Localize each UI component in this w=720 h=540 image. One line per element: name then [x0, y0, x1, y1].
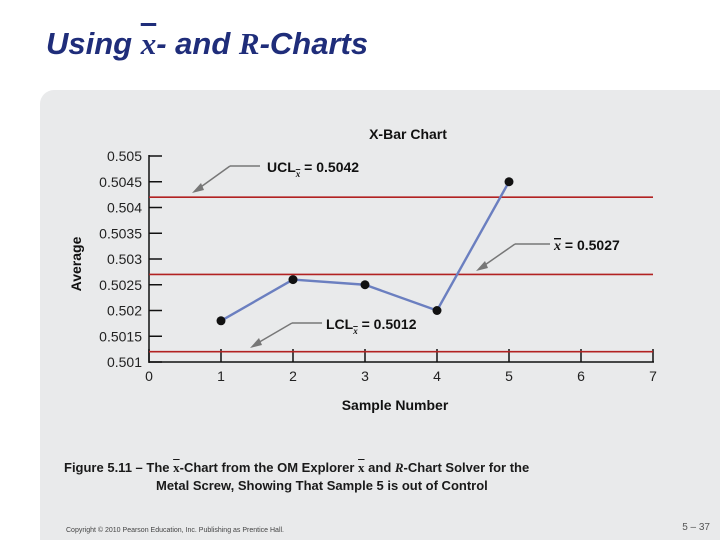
figure-caption: Figure 5.11 – The x-Chart from the OM Ex…	[64, 459, 684, 494]
title-mid: - and	[156, 26, 239, 61]
lcl-arrowhead	[250, 338, 262, 348]
caption-line-2: Metal Screw, Showing That Sample 5 is ou…	[156, 477, 488, 493]
title-prefix: Using	[46, 26, 141, 61]
y-tick-label: 0.5045	[99, 174, 142, 190]
data-point	[432, 306, 442, 315]
center-arrowhead	[476, 261, 488, 271]
y-tick-label: 0.5025	[99, 277, 142, 293]
y-tick-label: 0.505	[107, 148, 142, 164]
x-tick-label: 6	[577, 368, 585, 384]
x-axis: 0 1 2 3 4 5 6 7	[145, 349, 657, 384]
caption-x-bar-symbol-2: x	[358, 460, 365, 475]
y-tick-label: 0.5035	[99, 225, 142, 241]
caption-text-a: Figure 5.11 – The	[64, 460, 174, 475]
data-point	[216, 316, 226, 326]
caption-r-symbol: R	[394, 460, 404, 475]
y-tick-label: 0.503	[107, 251, 142, 267]
y-tick-label: 0.5015	[99, 328, 142, 344]
control-lines	[149, 196, 653, 353]
caption-text-c: and	[364, 460, 395, 475]
x-tick-label: 4	[433, 368, 441, 384]
center-label-value: = 0.5027	[561, 237, 620, 253]
y-axis-label: Average	[68, 236, 84, 291]
slide-title: Using x- and R-Charts	[46, 26, 368, 62]
page-number: 5 – 37	[682, 522, 710, 533]
ucl-arrowhead	[192, 183, 204, 193]
lcl-label: LCLx = 0.5012	[326, 316, 417, 336]
x-tick-label: 0	[145, 368, 153, 384]
x-tick-label: 3	[361, 368, 369, 384]
lcl-annotation: LCLx = 0.5012	[250, 316, 417, 348]
ucl-label-text: UCL	[267, 159, 296, 175]
x-tick-label: 7	[649, 368, 657, 384]
caption-line-1: Figure 5.11 – The x-Chart from the OM Ex…	[64, 459, 684, 477]
x-tick-label: 1	[217, 368, 225, 384]
center-arrow-line-2	[481, 243, 516, 268]
ucl-label-value: = 0.5042	[300, 159, 359, 175]
ucl-annotation: UCLx = 0.5042	[192, 159, 359, 193]
data-point	[360, 280, 370, 290]
lcl-label-sub: x	[352, 326, 358, 336]
center-annotation: x = 0.5027	[476, 237, 620, 271]
x-tick-label: 2	[289, 368, 297, 384]
series-line	[220, 181, 511, 322]
y-tick-label: 0.502	[107, 303, 142, 319]
x-axis-label: Sample Number	[342, 397, 449, 413]
y-axis: 0.505 0.5045 0.504 0.5035 0.503 0.5025 0.502 0.…	[99, 148, 162, 370]
title-r-symbol: R	[238, 26, 260, 61]
ucl-label-sub: x	[295, 169, 301, 179]
lcl-arrow-line-2	[255, 322, 293, 345]
y-tick-label: 0.501	[107, 354, 142, 370]
x-tick-label: 5	[505, 368, 513, 384]
title-x-bar-symbol: x	[140, 26, 157, 61]
data-series	[216, 177, 514, 326]
copyright-notice: Copyright © 2010 Pearson Education, Inc.…	[66, 527, 285, 534]
caption-x-bar-symbol: x	[173, 460, 180, 475]
x-bar-chart: X-Bar Chart Sample Number Average 0.5050…	[68, 126, 657, 413]
y-tick-label: 0.504	[107, 200, 142, 216]
figure-panel	[40, 90, 720, 540]
chart-title: X-Bar Chart	[369, 126, 447, 142]
lcl-label-value: = 0.5012	[358, 316, 417, 332]
ucl-label: UCLx = 0.5042	[267, 159, 359, 179]
caption-text-b: -Chart from the OM Explorer	[179, 460, 359, 475]
center-label: x = 0.5027	[553, 237, 620, 254]
data-point	[504, 177, 514, 187]
data-point	[288, 275, 298, 285]
center-label-symbol: x	[553, 239, 561, 254]
title-suffix: -Charts	[259, 26, 369, 61]
lcl-label-text: LCL	[326, 316, 354, 332]
caption-text-d: -Chart Solver for the	[403, 460, 530, 475]
ucl-arrow-line-2	[197, 165, 231, 190]
